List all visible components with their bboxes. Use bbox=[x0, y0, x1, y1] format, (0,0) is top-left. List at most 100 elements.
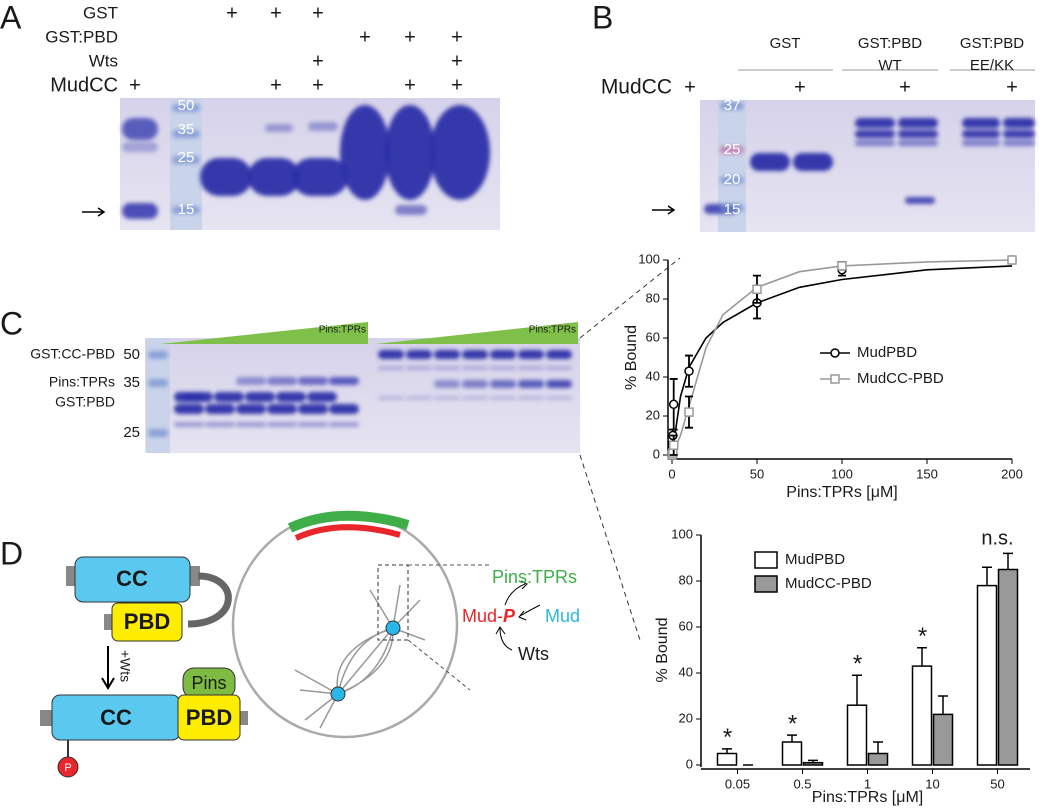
gel-band bbox=[855, 118, 895, 128]
gel-band bbox=[546, 396, 572, 400]
y-tick-label: 20 bbox=[679, 710, 693, 725]
gel-bands bbox=[148, 350, 572, 437]
cortex-mud bbox=[294, 524, 401, 541]
gel-band bbox=[245, 392, 275, 402]
gel-band bbox=[174, 404, 204, 414]
gel-band bbox=[378, 350, 404, 359]
y-tick-label: 40 bbox=[646, 368, 660, 383]
gel-band bbox=[462, 350, 488, 359]
gel-band bbox=[329, 422, 359, 427]
gel-band bbox=[1003, 140, 1035, 146]
linker bbox=[40, 710, 54, 726]
gel-band bbox=[905, 197, 935, 204]
gel-band bbox=[750, 153, 790, 171]
lane-sign: + bbox=[451, 74, 463, 96]
error-bar bbox=[1003, 552, 1013, 570]
legend-label: MudPBD bbox=[857, 344, 917, 361]
row-label: GST:PBD bbox=[45, 27, 118, 46]
cell-label: Mud bbox=[545, 606, 580, 626]
zoom-line bbox=[579, 257, 681, 339]
gel-band bbox=[148, 351, 168, 359]
y-tick-label: 100 bbox=[671, 526, 693, 541]
domain-label: CC bbox=[116, 566, 148, 591]
x-tick-label: 200 bbox=[1001, 466, 1023, 481]
lane-sign: + bbox=[270, 74, 282, 96]
mw-label: 35 bbox=[178, 121, 195, 138]
gel-band bbox=[962, 140, 1000, 146]
gel-band bbox=[265, 124, 293, 132]
y-tick-label: 80 bbox=[679, 572, 693, 587]
gel-band bbox=[430, 105, 490, 200]
linker bbox=[104, 614, 114, 630]
centrosome bbox=[385, 620, 401, 636]
y-tick-label: 60 bbox=[646, 329, 660, 344]
gel-band bbox=[276, 392, 306, 402]
domain-label: Pins bbox=[191, 673, 226, 693]
gel-band bbox=[518, 366, 544, 370]
lane-sign: + bbox=[226, 2, 238, 24]
arrow-label: +Wts bbox=[117, 650, 133, 682]
gel-band bbox=[307, 392, 337, 402]
gel-band bbox=[406, 366, 432, 370]
bar bbox=[716, 752, 738, 766]
mw-label: 50 bbox=[123, 346, 140, 363]
gel-band bbox=[148, 379, 168, 387]
error-bar bbox=[917, 646, 927, 667]
lane-sign: + bbox=[270, 2, 282, 24]
gel-band bbox=[462, 396, 488, 400]
cell-label: Mud- bbox=[462, 606, 503, 626]
gel-band bbox=[793, 153, 833, 171]
cell bbox=[231, 511, 459, 739]
domain-label: PBD bbox=[124, 609, 170, 634]
annotation: * bbox=[723, 724, 732, 751]
legend-marker bbox=[830, 374, 840, 384]
phospho-label: P bbox=[64, 762, 71, 774]
bar bbox=[976, 584, 998, 766]
gel-band bbox=[855, 140, 895, 146]
bar bbox=[846, 704, 868, 766]
band-label: Pins:TPRs bbox=[49, 374, 115, 390]
cell-label: Pins:TPRs bbox=[492, 567, 577, 587]
lane-sign: + bbox=[312, 2, 324, 24]
data-point bbox=[837, 261, 847, 271]
x-tick-label: 50 bbox=[750, 466, 764, 481]
pbd-domain bbox=[177, 694, 241, 741]
lane-sign: + bbox=[684, 76, 696, 98]
gel-band bbox=[340, 105, 390, 200]
gel-bands bbox=[704, 102, 1035, 214]
zoom-line bbox=[407, 639, 471, 691]
arrow bbox=[652, 205, 676, 215]
gel-band bbox=[172, 156, 200, 164]
gel-band bbox=[308, 122, 338, 131]
annotation: n.s. bbox=[981, 528, 1013, 550]
gel-band bbox=[546, 366, 572, 370]
gel-band bbox=[214, 392, 244, 402]
data-point bbox=[752, 284, 762, 294]
gel-band bbox=[720, 102, 744, 110]
error-bar bbox=[787, 734, 797, 742]
gel-band bbox=[855, 130, 895, 138]
gel-band bbox=[200, 158, 252, 196]
gel-band bbox=[1003, 130, 1035, 138]
linker bbox=[188, 566, 200, 586]
gel-band bbox=[546, 350, 572, 359]
x-tick-label: 0.5 bbox=[793, 776, 811, 791]
row-label: GST bbox=[83, 3, 118, 22]
gel-band bbox=[434, 380, 460, 388]
error-bar bbox=[808, 759, 818, 763]
x-axis-label: Pins:TPRs [μM] bbox=[812, 789, 923, 806]
lane-header: EE/KK bbox=[970, 57, 1014, 74]
mw-label: 25 bbox=[178, 149, 195, 166]
lane-sign: + bbox=[129, 74, 141, 96]
phospho-site bbox=[57, 756, 79, 778]
gel-band bbox=[298, 377, 328, 385]
x-tick-label: 10 bbox=[925, 776, 939, 791]
lane-sign: + bbox=[794, 76, 806, 98]
gel-band bbox=[378, 396, 404, 400]
y-tick-label: 100 bbox=[638, 251, 660, 266]
mw-label: 25 bbox=[724, 141, 741, 158]
lane-sign: + bbox=[899, 76, 911, 98]
gel-band bbox=[406, 350, 432, 359]
gel-band bbox=[434, 350, 460, 359]
gel-band bbox=[329, 377, 359, 385]
